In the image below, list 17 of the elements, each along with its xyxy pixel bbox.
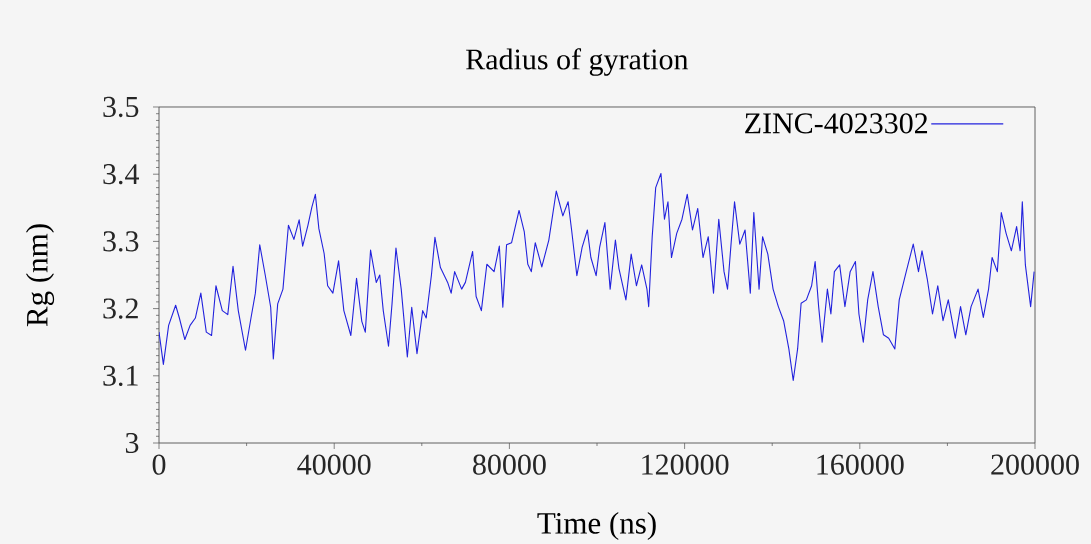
- y-tick-label: 3.4: [103, 164, 140, 185]
- x-tick-label: 80000: [473, 454, 546, 475]
- y-axis-title: Rg (nm): [25, 224, 55, 327]
- x-tick-label: 200000: [991, 454, 1079, 475]
- legend-label: ZINC-4023302: [745, 113, 928, 134]
- y-tick-label: 3.2: [103, 298, 138, 319]
- line-series: [159, 172, 1035, 382]
- y-tick-label: 3.5: [103, 96, 139, 118]
- x-tick-label: 160000: [817, 454, 904, 475]
- x-axis-title: Time (ns): [537, 511, 656, 541]
- chart-title: Radius of gyration: [466, 48, 689, 76]
- y-tick-label: 3.3: [103, 231, 139, 252]
- x-tick-label: 0: [152, 454, 166, 475]
- x-tick-label: 120000: [642, 454, 729, 475]
- y-tick-label: 3.1: [103, 365, 138, 386]
- x-tick-label: 40000: [297, 454, 371, 475]
- y-tick-label: 3: [125, 432, 139, 454]
